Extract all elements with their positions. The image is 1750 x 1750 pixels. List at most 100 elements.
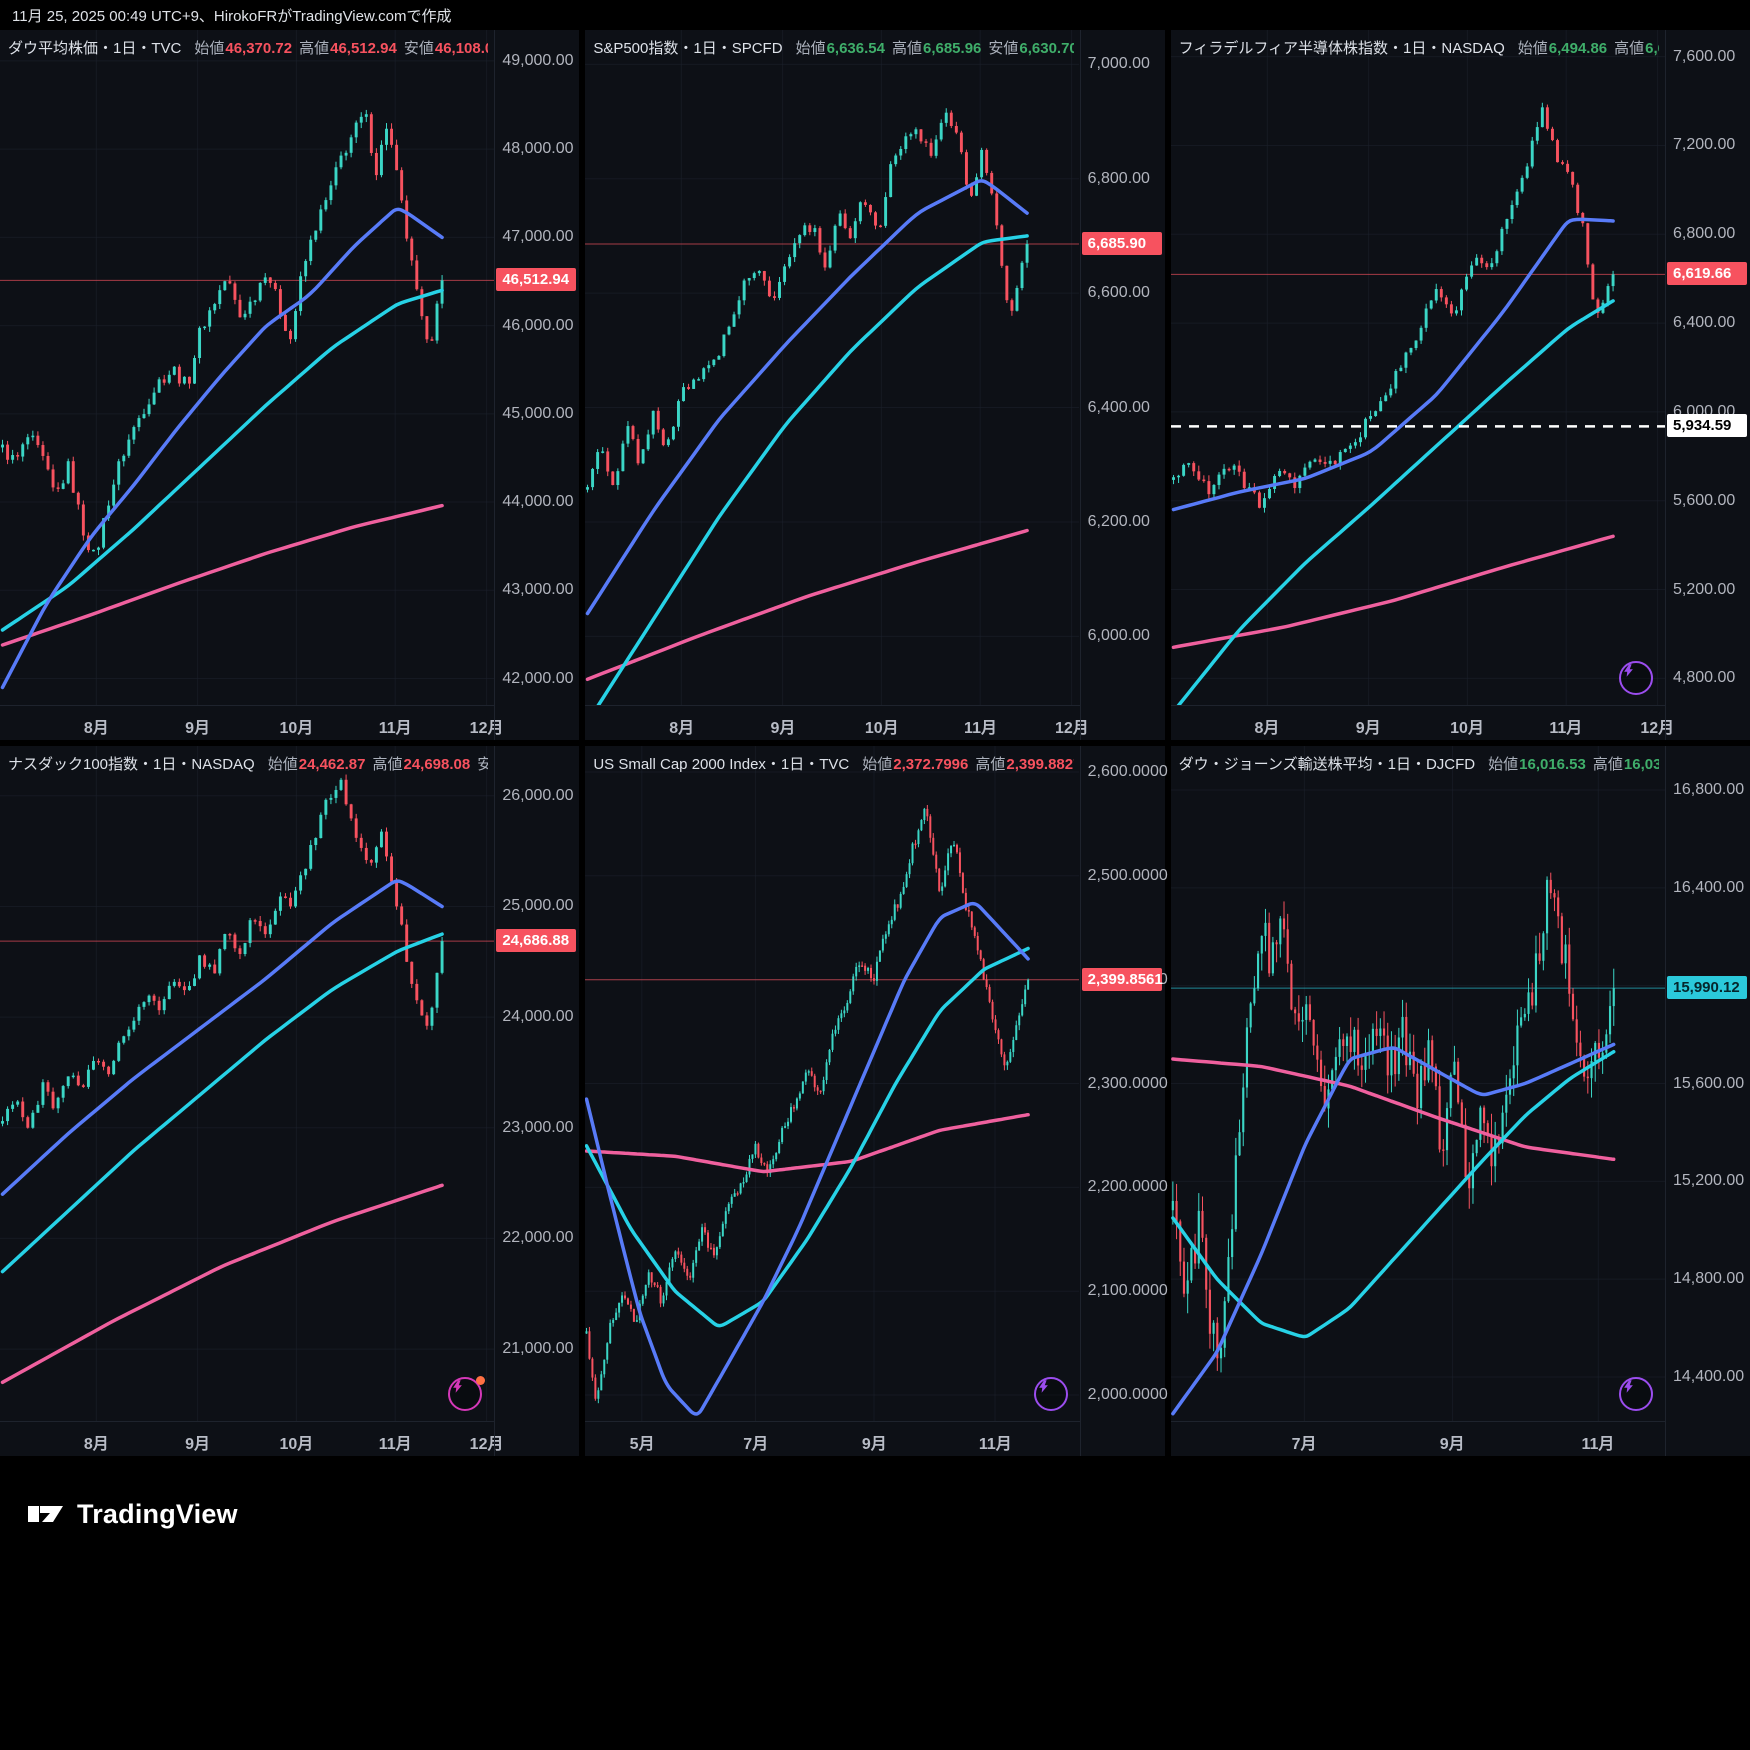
ohlc-value: 6,494.86 — [1548, 40, 1608, 57]
x-axis-label: 10月 — [1450, 720, 1484, 737]
time-axis-djt[interactable]: 7月 9月 11月 — [1170, 1421, 1665, 1456]
y-axis-tick: 21,000.00 — [502, 1340, 574, 1358]
header-bar: 11月 25, 2025 00:49 UTC+9、HirokoFRがTradin… — [0, 0, 1750, 30]
x-axis-label: 9月 — [185, 720, 211, 737]
ma_slow-line — [0, 1183, 444, 1385]
footer: TradingView — [0, 1456, 1750, 1530]
ohlc-label: 高値 — [1614, 40, 1645, 57]
y-axis-tick: 23,000.00 — [502, 1118, 574, 1136]
ma_fast-line — [0, 207, 444, 690]
ohlc-value: 46,108.01 — [434, 40, 488, 57]
x-axis-label: 9月 — [185, 1436, 211, 1453]
ohlc-label: 高値 — [372, 756, 403, 773]
last-price-label: 6,685.90 — [1081, 231, 1162, 255]
x-axis-label: 5月 — [629, 1436, 655, 1453]
ma_slow-line — [585, 1112, 1031, 1174]
time-axis-rut[interactable]: 5月 7月 9月 11月 — [585, 1421, 1080, 1456]
chart-plot-rut[interactable]: US Small Cap 2000 Index・1日・TVC 始値2,372.79… — [585, 746, 1080, 1421]
brand-text[interactable]: TradingView — [77, 1498, 238, 1529]
chart-legend: ダウ・ジョーンズ輸送株平均・1日・DJCFD 始値16,016.53 高値16,03… — [1179, 753, 1659, 774]
x-axis-label: 8月 — [669, 720, 695, 737]
chart-legend: ナスダック100指数・1日・NASDAQ 始値24,462.87 高値24,698.… — [8, 753, 488, 774]
price-axis-rut[interactable]: 2,000.0000 2,100.0000 2,200.0000 2,300.0000… — [1079, 746, 1168, 1456]
ma_mid-line — [0, 288, 444, 632]
chart-pane-dow: ダウ平均株価・1日・TVC 始値46,370.72 高値46,512.94 安値46,… — [0, 30, 580, 740]
y-axis-tick: 16,800.00 — [1672, 781, 1745, 799]
x-axis-label: 11月 — [1581, 1436, 1615, 1453]
y-axis-tick: 49,000.00 — [502, 51, 574, 69]
ohlc-value: 24,462.87 — [298, 756, 366, 773]
y-axis-tick: 7,600.00 — [1672, 47, 1736, 65]
chart-pane-sox: フィラデルフィア半導体株指数・1日・NASDAQ 始値6,494.86 高値6,64… — [1170, 30, 1750, 740]
chart-legend: S&P500指数・1日・SPCFD 始値6,636.54 高値6,685.96 安値6… — [593, 37, 1073, 58]
tradingview-logo[interactable] — [26, 1498, 66, 1530]
ma_fast-line — [1170, 1042, 1616, 1416]
ohlc-label: 始値 — [267, 756, 298, 773]
price-axis-ndx[interactable]: 21,000.00 22,000.00 23,000.00 24,000.00 25,0… — [494, 746, 579, 1456]
y-axis-tick: 2,100.0000 — [1087, 1282, 1168, 1300]
y-axis-tick: 6,600.00 — [1087, 284, 1150, 302]
ma_slow-line — [1171, 534, 1615, 650]
y-axis-tick: 25,000.00 — [502, 897, 574, 915]
chart-legend: US Small Cap 2000 Index・1日・TVC 始値2,372.79… — [593, 753, 1073, 774]
ohlc-label: 始値 — [194, 40, 225, 57]
price-axis-sp500[interactable]: 6,000.00 6,200.00 6,400.00 6,600.00 6,800.00… — [1079, 30, 1165, 740]
ohlc-label: 高値 — [891, 40, 922, 57]
ma_fast-line — [585, 901, 1031, 1416]
ohlc-label: 高値 — [1592, 756, 1623, 773]
ma_slow-line — [586, 528, 1030, 682]
flash-icon[interactable] — [1618, 1377, 1653, 1411]
ohlc-value: 46,370.72 — [225, 40, 293, 57]
chart-title: ダウ・ジョーンズ輸送株平均・1日・DJCFD — [1178, 756, 1476, 773]
chart-title: ナスダック100指数・1日・NASDAQ — [8, 756, 255, 773]
y-axis-tick: 46,000.00 — [502, 316, 574, 334]
y-axis-tick: 43,000.00 — [502, 581, 574, 599]
time-axis-dow[interactable]: 8月 9月 10月 11月 12月 — [0, 705, 503, 740]
y-axis-tick: 6,400.00 — [1672, 314, 1736, 332]
chart-plot-ndx[interactable]: ナスダック100指数・1日・NASDAQ 始値24,462.87 高値24,698.… — [0, 746, 494, 1421]
flash-icon[interactable] — [448, 1376, 486, 1411]
ohlc-label: 安値 — [477, 756, 489, 773]
y-axis-tick: 16,400.00 — [1672, 878, 1745, 896]
time-axis-sp500[interactable]: 8月 9月 10月 11月 12月 — [585, 705, 1089, 740]
x-axis-label: 8月 — [83, 1436, 109, 1453]
chart-pane-ndx: ナスダック100指数・1日・NASDAQ 始値24,462.87 高値24,698.… — [0, 746, 580, 1456]
chart-plot-sox[interactable]: フィラデルフィア半導体株指数・1日・NASDAQ 始値6,494.86 高値6,64… — [1170, 30, 1665, 705]
flash-icon[interactable] — [1618, 661, 1653, 695]
chart-plot-dow[interactable]: ダウ平均株価・1日・TVC 始値46,370.72 高値46,512.94 安値46,… — [0, 30, 494, 705]
ohlc-value: 46,512.94 — [330, 40, 397, 57]
price-axis-dow[interactable]: 42,000.00 43,000.00 44,000.00 45,000.00 46,0… — [494, 30, 579, 740]
chart-legend: フィラデルフィア半導体株指数・1日・NASDAQ 始値6,494.86 高値6,64… — [1179, 37, 1659, 58]
time-axis-ndx[interactable]: 8月 9月 10月 11月 12月 — [0, 1421, 503, 1456]
chart-pane-rut: US Small Cap 2000 Index・1日・TVC 始値2,372.79… — [585, 746, 1168, 1456]
ohlc-label: 始値 — [795, 40, 826, 57]
y-axis-tick: 44,000.00 — [502, 493, 574, 511]
chart-plot-sp500[interactable]: S&P500指数・1日・SPCFD 始値6,636.54 高値6,685.96 安値6… — [585, 30, 1080, 705]
price-axis-sox[interactable]: 4,800.00 5,200.00 5,600.00 6,000.00 6,400.00… — [1664, 30, 1750, 740]
ohlc-label: 高値 — [975, 756, 1006, 773]
y-axis-tick: 15,600.00 — [1672, 1074, 1745, 1092]
last-price-label: 24,686.88 — [496, 929, 577, 953]
x-axis-label: 11月 — [964, 720, 997, 737]
ohlc-value: 6,630.70 — [1019, 40, 1074, 57]
y-axis-tick: 6,200.00 — [1087, 512, 1150, 530]
time-axis-sox[interactable]: 8月 9月 10月 11月 12月 — [1170, 705, 1674, 740]
ma_mid-line — [1176, 299, 1615, 705]
y-axis-tick: 2,200.0000 — [1087, 1178, 1168, 1196]
x-axis-label: 9月 — [770, 720, 796, 737]
ma_mid-line — [596, 234, 1030, 705]
flash-icon[interactable] — [1033, 1377, 1068, 1411]
y-axis-tick: 45,000.00 — [502, 404, 574, 422]
price-axis-djt[interactable]: 14,400.0014,800.0015,200.0015,600.0016,0… — [1664, 746, 1750, 1456]
chart-plot-djt[interactable]: ダウ・ジョーンズ輸送株平均・1日・DJCFD 始値16,016.53 高値16,03… — [1170, 746, 1665, 1421]
ma_mid-line — [0, 932, 444, 1274]
chart-pane-sp500: S&P500指数・1日・SPCFD 始値6,636.54 高値6,685.96 安値6… — [585, 30, 1165, 740]
chart-pane-djt: ダウ・ジョーンズ輸送株平均・1日・DJCFD 始値16,016.53 高値16,03… — [1170, 746, 1750, 1456]
x-axis-label: 7月 — [743, 1436, 769, 1453]
y-axis-tick: 47,000.00 — [502, 228, 574, 246]
last-price-label: 2,399.8561 — [1081, 967, 1163, 991]
ohlc-label: 高値 — [299, 40, 330, 57]
ohlc-value: 16,016.53 — [1519, 756, 1586, 773]
x-axis-label: 10月 — [864, 720, 899, 737]
notification-dot — [476, 1376, 486, 1385]
